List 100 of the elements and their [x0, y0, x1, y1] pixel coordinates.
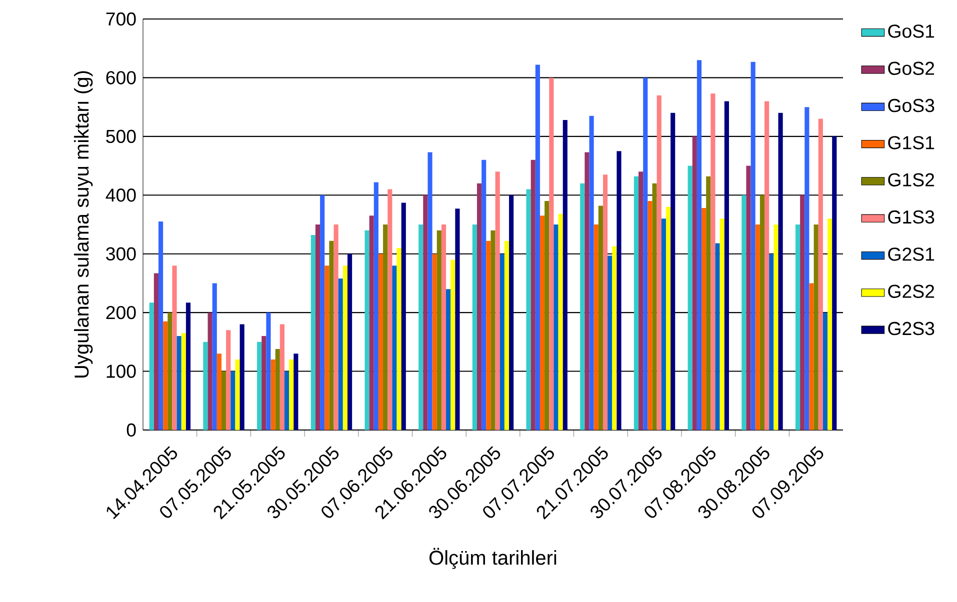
bar [396, 248, 402, 430]
bar [774, 224, 778, 430]
bar [423, 195, 428, 430]
legend-label: G2S1 [888, 248, 934, 261]
bar [764, 101, 770, 430]
bar [530, 160, 536, 430]
bar [418, 224, 424, 430]
bar [602, 174, 608, 430]
bar [486, 240, 491, 430]
bar [661, 218, 666, 430]
bar [342, 266, 348, 430]
bar [535, 64, 540, 430]
bar [500, 254, 504, 430]
bar [688, 166, 692, 430]
bar [742, 195, 746, 430]
y-tick-label: 500 [106, 130, 136, 144]
bar [230, 371, 236, 430]
bar [656, 95, 662, 430]
bar [320, 195, 325, 430]
bar [612, 246, 617, 430]
bar [266, 312, 271, 430]
bar [589, 116, 594, 430]
bar [720, 218, 724, 430]
bar [432, 254, 437, 430]
bar [369, 216, 374, 430]
bar [347, 254, 352, 430]
bar [324, 266, 330, 430]
y-axis-title: Uygulanan sulama suyu miktarı (g) [74, 71, 93, 378]
bar [598, 206, 603, 430]
y-tick-label: 600 [106, 71, 136, 84]
bar [186, 302, 191, 430]
legend-label: GoS3 [888, 98, 934, 112]
bar [428, 152, 432, 430]
x-axis-title: Ölçüm tarihleri [429, 548, 556, 569]
bar [163, 321, 168, 430]
legend-label: GoS2 [888, 62, 934, 75]
y-tick-label: 400 [106, 188, 136, 202]
bar [490, 230, 496, 430]
bar [455, 208, 460, 430]
y-tick-label: 200 [106, 306, 136, 320]
bar [634, 176, 639, 430]
bar [795, 224, 800, 430]
bar [436, 230, 442, 430]
legend-label: GoS1 [888, 24, 934, 38]
bar [284, 371, 290, 430]
bar [294, 354, 298, 430]
bar [638, 172, 644, 430]
y-tick-label: 0 [126, 423, 136, 437]
bar [554, 224, 558, 430]
bar [509, 195, 514, 430]
bar [828, 218, 832, 430]
bar [540, 216, 545, 430]
bar [809, 283, 814, 430]
bar [181, 333, 186, 430]
bar [401, 202, 406, 430]
bar [715, 243, 720, 430]
bar [562, 120, 568, 430]
bar [149, 302, 154, 430]
bar [450, 260, 456, 430]
bar [441, 224, 446, 430]
bar [364, 230, 370, 430]
bar [710, 94, 716, 430]
bar [472, 224, 477, 430]
bar [208, 312, 212, 430]
bar [275, 348, 280, 430]
bar [270, 360, 276, 430]
bar [476, 183, 482, 430]
bar [800, 195, 805, 430]
bar [706, 176, 711, 430]
legend-label: G1S2 [888, 173, 934, 186]
bar [696, 60, 702, 430]
bar [616, 151, 622, 430]
bar [240, 324, 244, 430]
bar [383, 224, 388, 430]
bar [168, 312, 172, 430]
y-tick-label: 100 [106, 364, 136, 378]
bar [262, 336, 266, 430]
bar [334, 224, 338, 430]
bar [778, 112, 783, 430]
bar [558, 214, 563, 430]
bar [584, 152, 590, 430]
bar [670, 112, 676, 430]
bar [666, 206, 671, 430]
bar [216, 354, 222, 430]
bar [544, 201, 550, 430]
bar [702, 208, 706, 430]
bar [755, 224, 760, 430]
bar [832, 136, 837, 430]
bar [692, 136, 697, 430]
legend-label: G2S3 [888, 322, 934, 336]
y-tick-label: 300 [106, 247, 136, 260]
bar [504, 240, 510, 430]
bar [549, 78, 554, 430]
bar [154, 273, 158, 430]
bar [446, 289, 451, 430]
bar [814, 224, 818, 430]
bar [235, 360, 240, 430]
bar [221, 371, 226, 430]
bar [818, 118, 823, 430]
bar [526, 189, 531, 430]
